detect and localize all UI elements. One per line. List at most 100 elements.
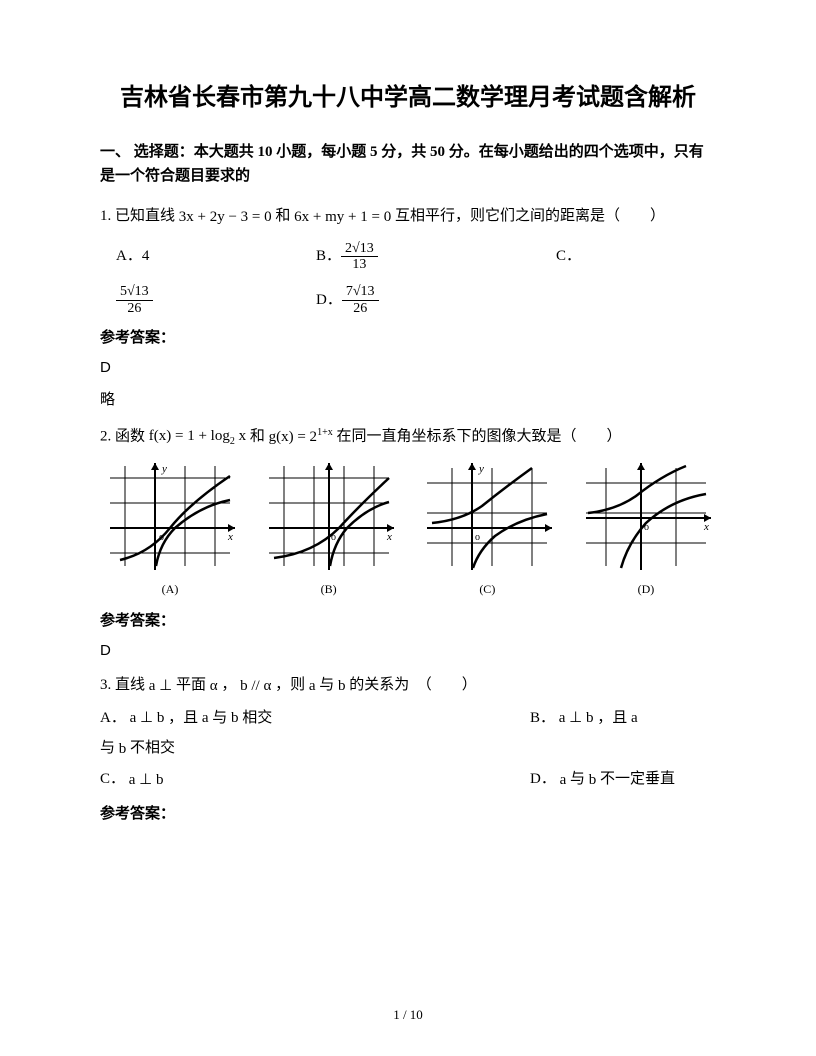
q2-graph-c-label: (C) [417, 580, 557, 599]
svg-text:x: x [227, 531, 233, 543]
q1-d-num: 7√13 [342, 284, 379, 300]
q2-eq2-sup: 1+x [317, 427, 333, 438]
q3-opt-b-cont: 与 b 不相交 [100, 736, 716, 761]
q1-choice-b: B． 2√13 13 [316, 241, 556, 273]
q1-c-label: C． [556, 244, 581, 268]
svg-text:o: o [475, 532, 480, 543]
q3-comma1: ， [221, 677, 236, 693]
q3-a-b: b [231, 706, 239, 730]
q1-d-frac: 7√13 26 [342, 284, 379, 316]
q3-e2: b // α [240, 674, 271, 698]
q1-mid1: 和 [275, 208, 290, 224]
q2-graph-a-label: (A) [100, 580, 240, 599]
svg-text:y: y [161, 463, 167, 475]
page-number: 1 / 10 [0, 1005, 816, 1026]
q3-d-pre: D． [530, 771, 556, 787]
q1-stem-a: 1. 已知直线 [100, 208, 175, 224]
q3-b-a: a [631, 706, 638, 730]
q2-stem-b: 在同一直角坐标系下的图像大致是（ ） [336, 429, 621, 445]
q2-ans: D [100, 639, 716, 663]
q3-c-pre: C． [100, 771, 125, 787]
q1-ans-label: 参考答案： [100, 326, 716, 350]
svg-text:x: x [386, 531, 392, 543]
q2-graph-d-label: (D) [576, 580, 716, 599]
question-2: 2. 函数 f(x) = 1 + log2 x 和 g(x) = 21+x 在同… [100, 424, 716, 450]
q2-graphs: y x o (A) x o (B) [100, 458, 716, 599]
q3-d-a: a [560, 768, 567, 792]
q3-opt-d: D． a 与 b 不一定垂直 [530, 767, 675, 792]
q3-mid3: 与 [319, 677, 334, 693]
q1-eq1: 3x + 2y − 3 = 0 [179, 205, 272, 229]
q3-stem-a: 3. 直线 [100, 677, 145, 693]
q3-a-a: a [202, 706, 209, 730]
q2-graph-b-label: (B) [259, 580, 399, 599]
q1-ans: D [100, 356, 716, 380]
q3-a-mid: ，且 [168, 710, 198, 726]
q3-mid2: ，则 [275, 677, 305, 693]
q3-d-b: b [589, 768, 597, 792]
q3-e3a: a [309, 674, 316, 698]
q3-opt-a: A． a ⊥ b ，且 a 与 b 相交 [100, 706, 530, 731]
q3-d-and: 与 [570, 771, 585, 787]
doc-title: 吉林省长春市第九十八中学高二数学理月考试题含解析 [100, 80, 716, 116]
q3-a-post: 相交 [242, 710, 272, 726]
q1-eq2: 6x + my + 1 = 0 [294, 205, 391, 229]
q1-d-den: 26 [349, 301, 371, 316]
q3-b-and: 与 [100, 740, 115, 756]
q1-b-den: 13 [348, 257, 370, 272]
q3-a-pre: A． [100, 710, 126, 726]
q1-choice-d: D． 7√13 26 [316, 284, 379, 316]
q1-choices-row1: A．4 B． 2√13 13 C． [116, 241, 716, 273]
question-3: 3. 直线 a ⊥ 平面 α ， b // α ，则 a 与 b 的关系为 （ … [100, 673, 716, 698]
q3-stem-b: 的关系为 （ ） [349, 677, 477, 693]
q1-choice-a: A．4 [116, 244, 316, 268]
q3-b-b: b [119, 737, 127, 761]
section-heading: 一、 选择题：本大题共 10 小题，每小题 5 分，共 50 分。在每小题给出的… [100, 140, 716, 188]
q1-b-num: 2√13 [341, 241, 378, 257]
q1-choice-c: C． [556, 244, 581, 268]
q1-d-label: D． [316, 288, 342, 312]
question-1: 1. 已知直线 3x + 2y − 3 = 0 和 6x + my + 1 = … [100, 204, 716, 229]
q2-eq1-post: x [235, 428, 246, 444]
q3-b-post: 不相交 [130, 740, 175, 756]
q2-stem-a: 2. 函数 [100, 429, 145, 445]
q3-e1: a ⊥ [149, 674, 172, 698]
q1-c-den: 26 [123, 301, 145, 316]
q3-a-and: 与 [212, 710, 227, 726]
q2-eq1-pre: f(x) = 1 + log [149, 428, 230, 444]
q2-eq2: g(x) = 21+x [269, 425, 333, 449]
q3-line-ab: A． a ⊥ b ，且 a 与 b 相交 B． a ⊥ b ，且 a [100, 706, 716, 731]
q3-b-math: a ⊥ b [559, 706, 594, 730]
q2-ans-label: 参考答案： [100, 609, 716, 633]
q1-choice-c-frac: 5√13 26 [100, 284, 316, 316]
q3-line-cd: C． a ⊥ b D． a 与 b 不一定垂直 [100, 767, 716, 792]
q3-mid1: 平面 [176, 677, 206, 693]
q3-opt-c: C． a ⊥ b [100, 767, 530, 792]
q2-graph-c: y o (C) [417, 458, 557, 599]
q2-eq2-pre: g(x) = 2 [269, 429, 317, 445]
q3-c-math: a ⊥ b [129, 768, 164, 792]
q3-e3b: b [338, 674, 346, 698]
q3-alpha: α [210, 674, 218, 698]
q2-graph-d: x o (D) [576, 458, 716, 599]
q1-a-label: A．4 [116, 244, 149, 268]
q3-opt-b-start: B． a ⊥ b ，且 a [530, 706, 638, 731]
q2-mid: 和 [250, 429, 265, 445]
q1-brief: 略 [100, 388, 716, 412]
q2-eq1: f(x) = 1 + log2 x [149, 424, 246, 450]
q3-ans-label: 参考答案： [100, 802, 716, 826]
q2-graph-b: x o (B) [259, 458, 399, 599]
q1-b-label: B． [316, 244, 341, 268]
q3-b-mid: ，且 [597, 710, 627, 726]
svg-text:x: x [703, 521, 709, 533]
q1-c-num: 5√13 [116, 284, 153, 300]
q1-stem-b: 互相平行，则它们之间的距离是（ ） [395, 208, 665, 224]
q1-choices-row2: 5√13 26 D． 7√13 26 [100, 284, 716, 316]
q2-graph-a: y x o (A) [100, 458, 240, 599]
q1-b-frac: 2√13 13 [341, 241, 378, 273]
q3-d-post: 不一定垂直 [600, 771, 675, 787]
q1-c-frac: 5√13 26 [116, 284, 153, 316]
q3-b-pre: B． [530, 710, 555, 726]
q3-a-math: a ⊥ b [130, 706, 165, 730]
svg-text:y: y [478, 463, 484, 475]
